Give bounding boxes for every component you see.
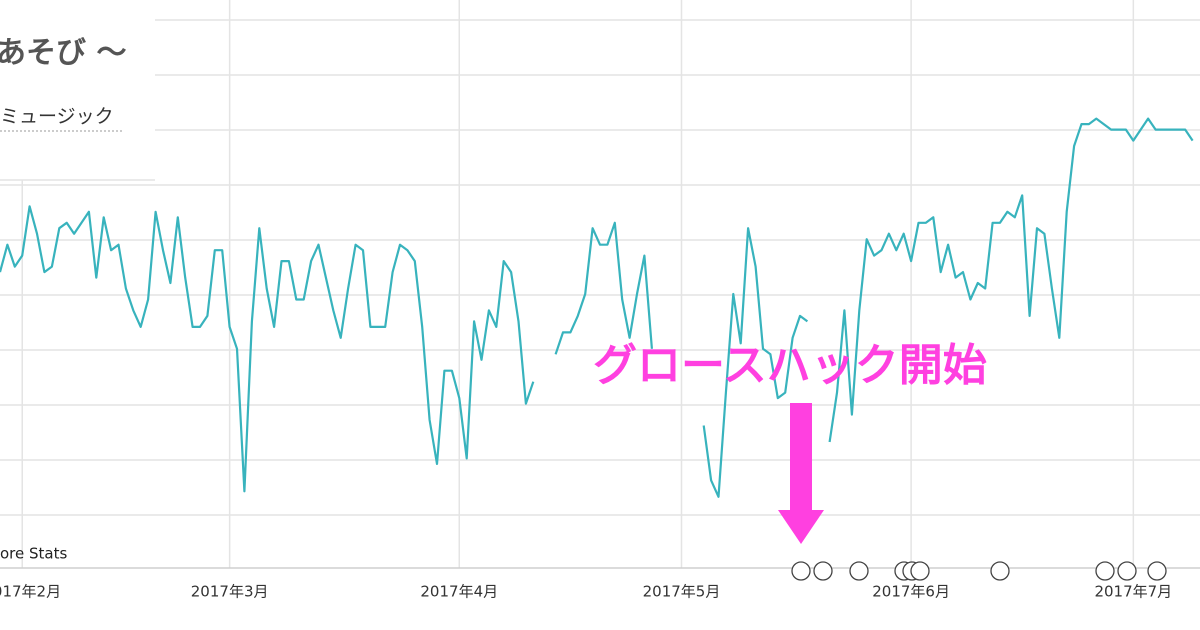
event-marker[interactable] xyxy=(910,561,930,581)
event-marker[interactable] xyxy=(1147,561,1167,581)
annotation-text: グロースハック開始 xyxy=(593,340,987,391)
x-tick-label: 2017年6月 xyxy=(872,583,950,601)
app-category: ミュージック xyxy=(0,106,114,128)
x-axis: 2017年2月 2017年3月 2017年4月 2017年5月 2017年6月 2017年… xyxy=(0,0,1172,601)
app-title: あそび ～ xyxy=(0,36,126,71)
more-stats-link[interactable]: ore Stats xyxy=(0,545,67,563)
event-marker[interactable] xyxy=(1117,561,1137,581)
header-panel xyxy=(0,0,155,180)
annotation-arrow-head xyxy=(778,510,824,544)
x-tick-label: 2017年5月 xyxy=(643,583,721,601)
horizontal-grid xyxy=(0,19,1200,516)
x-tick-label: 2017年7月 xyxy=(1094,583,1172,601)
plot xyxy=(0,117,1194,498)
x-tick-label: 2017年2月 xyxy=(0,583,61,601)
x-tick-label: 2017年3月 xyxy=(191,583,269,601)
x-tick-label: 2017年4月 xyxy=(420,583,498,601)
event-marker[interactable] xyxy=(791,561,811,581)
event-marker[interactable] xyxy=(990,561,1010,581)
event-marker[interactable] xyxy=(849,561,869,581)
event-markers xyxy=(791,561,1167,581)
ranking-line xyxy=(0,117,1194,498)
event-marker[interactable] xyxy=(1095,561,1115,581)
annotation: グロースハック開始 xyxy=(593,340,987,544)
annotation-arrow xyxy=(790,403,812,511)
event-marker[interactable] xyxy=(813,561,833,581)
